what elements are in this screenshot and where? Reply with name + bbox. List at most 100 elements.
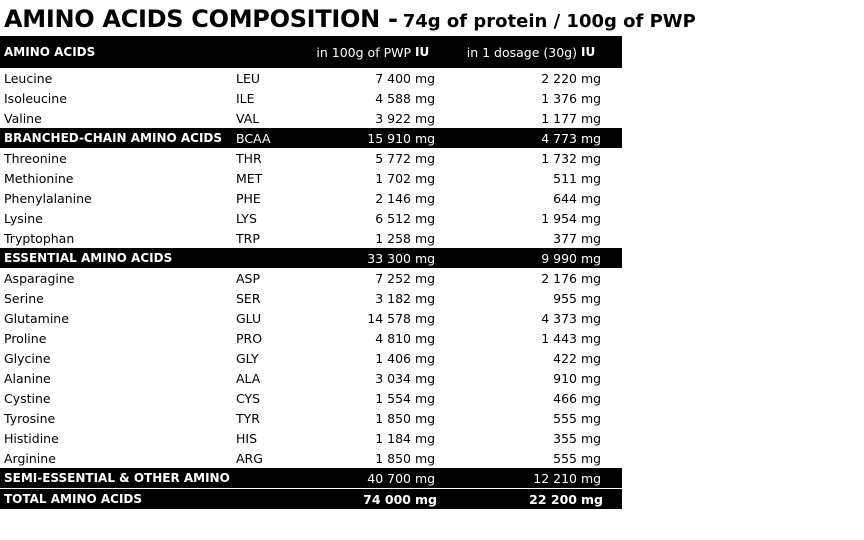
unit-dosage: mg — [577, 128, 622, 148]
unit-dosage: mg — [581, 330, 602, 346]
unit-100g: mg — [415, 410, 436, 426]
unit-dosage: mg — [577, 488, 622, 509]
value-dosage: 555 — [553, 410, 577, 426]
table-row: Cystine CYS 1 554 mg 466 mg — [0, 388, 622, 408]
unit-100g: mg — [411, 248, 449, 268]
amino-acid-code — [234, 488, 314, 509]
value-100g: 4 810 — [375, 330, 411, 346]
unit-100g: mg — [415, 430, 436, 446]
amino-acid-name: Threonine — [4, 150, 67, 166]
amino-acid-code — [234, 468, 314, 489]
title-sub: 74g of protein / 100g of PWP — [402, 11, 696, 32]
subtotal-row: BRANCHED-CHAIN AMINO ACIDS BCAA 15 910 mg 4 … — [0, 128, 622, 148]
unit-100g: mg — [415, 210, 436, 226]
value-dosage: 1 443 — [541, 330, 577, 346]
amino-acid-code: PRO — [236, 330, 263, 346]
unit-100g: mg — [415, 90, 436, 106]
amino-acid-code — [234, 248, 314, 268]
table-row: Serine SER 3 182 mg 955 mg — [0, 288, 622, 308]
value-dosage: 555 — [553, 450, 577, 466]
unit-100g: mg — [415, 350, 436, 366]
table-row: Proline PRO 4 810 mg 1 443 mg — [0, 328, 622, 348]
table-row: Tyrosine TYR 1 850 mg 555 mg — [0, 408, 622, 428]
unit-100g: mg — [415, 230, 436, 246]
unit-dosage: mg — [581, 110, 602, 126]
value-dosage: 910 — [553, 370, 577, 386]
amino-acid-code: ILE — [236, 90, 255, 106]
value-100g: 1 258 — [375, 230, 411, 246]
value-100g: 33 300 — [314, 248, 411, 268]
unit-100g: mg — [415, 270, 436, 286]
unit-100g: mg — [415, 370, 436, 386]
unit-dosage: mg — [581, 350, 602, 366]
amino-acid-code: PHE — [236, 190, 261, 206]
value-100g: 15 910 — [314, 128, 411, 148]
value-dosage: 4 373 — [541, 310, 577, 326]
unit-dosage: mg — [581, 70, 602, 86]
header-unit-100g: IU — [411, 36, 449, 68]
unit-100g: mg — [415, 70, 436, 86]
amino-acid-name: Serine — [4, 290, 44, 306]
amino-acid-code: SER — [236, 290, 261, 306]
amino-acid-name: Tryptophan — [4, 230, 75, 246]
amino-acid-name: SEMI-ESSENTIAL & OTHER AMINO ACIDS — [0, 468, 234, 489]
value-dosage: 955 — [553, 290, 577, 306]
value-dosage: 12 210 — [449, 468, 577, 489]
amino-acid-name: Histidine — [4, 430, 59, 446]
table-row: Glutamine GLU 14 578 mg 4 373 mg — [0, 308, 622, 328]
unit-dosage: mg — [581, 230, 602, 246]
amino-acid-name: Proline — [4, 330, 47, 346]
table-row: Tryptophan TRP 1 258 mg 377 mg — [0, 228, 622, 248]
value-100g: 5 772 — [375, 150, 411, 166]
value-dosage: 2 220 — [541, 70, 577, 86]
amino-acid-name: BRANCHED-CHAIN AMINO ACIDS — [0, 128, 234, 148]
amino-acid-name: Tyrosine — [4, 410, 56, 426]
unit-dosage: mg — [581, 190, 602, 206]
title-main: AMINO ACIDS COMPOSITION - — [4, 5, 398, 33]
unit-dosage: mg — [581, 90, 602, 106]
amino-acid-name: Asparagine — [4, 270, 75, 286]
unit-100g: mg — [415, 110, 436, 126]
value-dosage: 2 176 — [541, 270, 577, 286]
amino-acid-code: VAL — [236, 110, 260, 126]
value-100g: 1 184 — [375, 430, 411, 446]
amino-acid-code: LYS — [236, 210, 257, 226]
unit-dosage: mg — [577, 468, 622, 489]
unit-100g: mg — [411, 128, 449, 148]
amino-acid-name: Phenylalanine — [4, 190, 92, 206]
value-100g: 3 922 — [375, 110, 411, 126]
table-row: Glycine GLY 1 406 mg 422 mg — [0, 348, 622, 368]
header-unit-dosage: IU — [577, 36, 622, 68]
amino-acid-code: ARG — [236, 450, 263, 466]
unit-dosage: mg — [581, 170, 602, 186]
value-dosage: 4 773 — [449, 128, 577, 148]
value-dosage: 1 732 — [541, 150, 577, 166]
value-100g: 3 034 — [375, 370, 411, 386]
subtotal-row: SEMI-ESSENTIAL & OTHER AMINO ACIDS 40 700… — [0, 468, 622, 489]
amino-acid-code: THR — [236, 150, 262, 166]
header-col-dosage: in 1 dosage (30g) — [449, 36, 577, 68]
amino-acid-name: Glycine — [4, 350, 51, 366]
table-row: Asparagine ASP 7 252 mg 2 176 mg — [0, 268, 622, 288]
amino-acid-name: Cystine — [4, 390, 51, 406]
unit-100g: mg — [415, 190, 436, 206]
total-row: TOTAL AMINO ACIDS 74 000 mg 22 200 mg — [0, 488, 622, 509]
amino-acid-name: Arginine — [4, 450, 56, 466]
amino-acid-code: CYS — [236, 390, 261, 406]
amino-acids-table: AMINO ACIDS in 100g of PWP IU in 1 dosag… — [0, 36, 622, 509]
table-row: Isoleucine ILE 4 588 mg 1 376 mg — [0, 88, 622, 108]
value-100g: 6 512 — [375, 210, 411, 226]
value-dosage: 1 954 — [541, 210, 577, 226]
amino-acid-name: ESSENTIAL AMINO ACIDS — [0, 248, 234, 268]
amino-acid-code: LEU — [236, 70, 261, 86]
unit-100g: mg — [415, 330, 436, 346]
value-dosage: 644 — [553, 190, 577, 206]
amino-acid-name: Isoleucine — [4, 90, 67, 106]
unit-dosage: mg — [581, 430, 602, 446]
value-100g: 7 252 — [375, 270, 411, 286]
table-header-row: AMINO ACIDS in 100g of PWP IU in 1 dosag… — [0, 36, 622, 68]
value-100g: 1 702 — [375, 170, 411, 186]
amino-acid-code: ALA — [236, 370, 261, 386]
unit-100g: mg — [411, 468, 449, 489]
amino-acid-code: GLY — [236, 350, 259, 366]
